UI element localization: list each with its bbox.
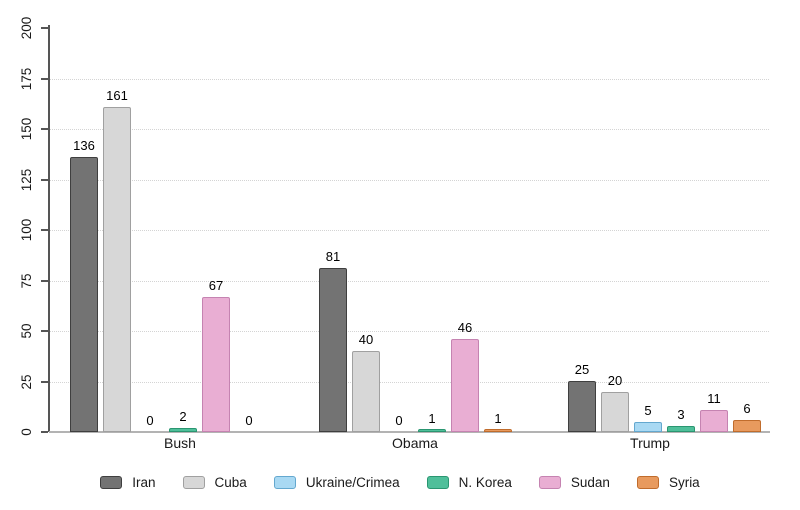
bar-sudan-obama: [451, 339, 479, 432]
y-gridline-50: [50, 331, 769, 332]
bar-value-iran-obama: 81: [325, 249, 341, 264]
y-gridline-25: [50, 381, 769, 383]
y-tick-75: [41, 279, 48, 282]
category-label-trump: Trump: [630, 435, 670, 451]
bar-value-n-korea-bush: 2: [179, 409, 187, 424]
y-gridline-125: [50, 179, 769, 181]
y-tick-100: [41, 229, 48, 231]
category-label-obama: Obama: [392, 435, 438, 451]
y-tick-label-75: 75: [19, 272, 34, 289]
bar-cuba-trump: [601, 392, 629, 432]
legend-item-ukraine-crimea: Ukraine/Crimea: [273, 474, 400, 490]
bar-syria-obama: [484, 429, 512, 432]
y-tick-label-100: 100: [19, 218, 34, 242]
legend-item-n-korea: N. Korea: [426, 474, 512, 490]
bar-value-ukraine-crimea-trump: 5: [644, 403, 652, 418]
bar-n-korea-obama: [418, 429, 446, 432]
bar-value-n-korea-obama: 1: [428, 411, 436, 426]
legend-item-syria: Syria: [636, 474, 700, 490]
bar-value-ukraine-crimea-obama: 0: [395, 413, 403, 428]
y-gridline-150: [50, 129, 769, 130]
category-label-bush: Bush: [164, 435, 196, 451]
y-gridline-75: [50, 280, 769, 282]
bar-sudan-bush: [202, 297, 230, 432]
y-tick-200: [41, 27, 48, 29]
y-tick-label-50: 50: [19, 323, 34, 339]
bar-cuba-bush: [103, 107, 131, 432]
legend-item-cuba: Cuba: [182, 474, 247, 490]
bar-ukraine-crimea-trump: [634, 422, 662, 432]
y-tick-150: [41, 128, 48, 130]
legend-label-cuba: Cuba: [214, 474, 247, 490]
y-tick-label-200: 200: [19, 16, 34, 40]
bar-value-ukraine-crimea-bush: 0: [146, 413, 154, 428]
bar-value-n-korea-trump: 3: [677, 407, 685, 422]
legend-swatch-n-korea: [426, 475, 449, 489]
legend-swatch-ukraine-crimea: [273, 475, 296, 489]
y-tick-175: [41, 77, 48, 80]
bar-value-cuba-obama: 40: [358, 332, 374, 347]
y-axis-line: [48, 25, 50, 432]
bar-syria-trump: [733, 420, 761, 432]
y-tick-label-175: 175: [19, 67, 34, 90]
bar-value-syria-bush: 0: [245, 413, 253, 428]
legend-swatch-cuba: [182, 475, 205, 489]
bar-iran-bush: [70, 157, 98, 432]
y-tick-50: [41, 330, 48, 332]
x-axis-line: [49, 431, 770, 433]
plot-area: 136 161 0 2 67 0 Bush 81 40 0 1 46 1 Obama 25 20 5 3 11 6 Tr…: [49, 28, 769, 451]
bar-value-cuba-bush: 161: [106, 88, 128, 103]
legend-swatch-iran: [100, 475, 123, 489]
legend-label-ukraine-crimea: Ukraine/Crimea: [305, 474, 400, 490]
legend: Iran Cuba Ukraine/Crimea N. Korea Sudan Syria: [0, 467, 800, 497]
bar-value-iran-trump: 25: [574, 362, 590, 377]
y-tick-25: [41, 380, 48, 383]
bar-iran-obama: [319, 268, 347, 432]
y-tick-label-125: 125: [19, 168, 34, 191]
bar-value-syria-trump: 6: [743, 401, 751, 416]
legend-label-n-korea: N. Korea: [458, 474, 512, 490]
bar-value-iran-bush: 136: [73, 138, 95, 153]
y-tick-label-25: 25: [19, 373, 34, 390]
bar-value-sudan-obama: 46: [457, 320, 473, 335]
legend-label-syria: Syria: [668, 474, 700, 490]
legend-label-iran: Iran: [132, 474, 156, 490]
legend-item-iran: Iran: [100, 474, 156, 490]
legend-label-sudan: Sudan: [570, 474, 610, 490]
bar-value-sudan-trump: 11: [707, 391, 721, 406]
legend-swatch-syria: [636, 475, 659, 489]
bar-cuba-obama: [352, 351, 380, 432]
y-gridline-175: [50, 78, 769, 80]
y-tick-0: [41, 431, 48, 433]
y-gridline-100: [50, 230, 769, 231]
y-tick-label-0: 0: [19, 428, 34, 436]
legend-item-sudan: Sudan: [538, 474, 610, 490]
bar-value-cuba-trump: 20: [607, 373, 623, 388]
legend-swatch-sudan: [538, 475, 561, 489]
bar-value-sudan-bush: 67: [208, 278, 224, 293]
y-tick-label-150: 150: [19, 117, 34, 141]
bar-n-korea-bush: [169, 428, 197, 432]
bar-sudan-trump: [700, 410, 728, 432]
bar-iran-trump: [568, 381, 596, 432]
y-tick-125: [41, 178, 48, 181]
bar-value-syria-obama: 1: [494, 411, 502, 426]
bar-n-korea-trump: [667, 426, 695, 432]
